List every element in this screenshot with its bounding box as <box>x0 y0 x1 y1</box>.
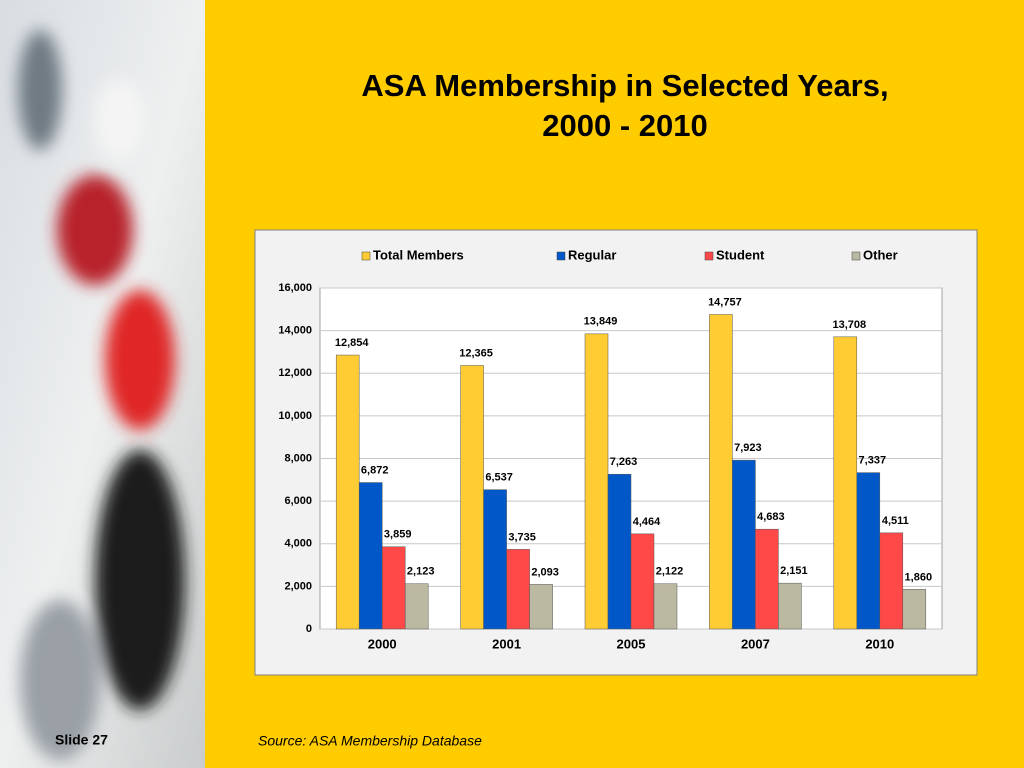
data-label: 2,122 <box>656 566 684 578</box>
data-label: 3,859 <box>384 529 412 541</box>
legend-swatch <box>556 251 566 261</box>
bar <box>833 336 858 630</box>
bar <box>381 546 406 630</box>
data-label: 3,735 <box>508 531 536 543</box>
data-label: 13,708 <box>832 319 866 331</box>
y-tick-label: 10,000 <box>278 410 312 422</box>
bar <box>902 589 927 630</box>
data-label: 14,757 <box>708 296 742 308</box>
y-tick-label: 14,000 <box>278 325 312 337</box>
y-tick-label: 8,000 <box>284 452 312 464</box>
source-note: Source: ASA Membership Database <box>258 733 482 749</box>
data-label: 4,464 <box>633 516 661 528</box>
bar <box>358 482 383 630</box>
data-label: 7,263 <box>610 456 638 468</box>
data-label: 6,872 <box>361 464 389 476</box>
data-label: 7,337 <box>859 455 887 467</box>
bar <box>529 584 553 630</box>
x-tick-label: 2000 <box>368 636 397 651</box>
y-tick-label: 6,000 <box>284 495 312 507</box>
bar <box>879 532 904 630</box>
legend-swatch <box>361 251 371 261</box>
legend-label: Other <box>863 247 898 262</box>
title-line: ASA Membership in Selected Years, <box>361 68 888 103</box>
data-label: 7,923 <box>734 442 762 454</box>
bar <box>653 583 678 630</box>
title-line: 2000 - 2010 <box>542 108 707 143</box>
data-label: 13,849 <box>584 316 618 328</box>
bar <box>778 582 802 630</box>
x-tick-label: 2001 <box>492 636 521 651</box>
data-label: 2,093 <box>531 566 559 578</box>
photo-strip <box>0 0 205 768</box>
data-label: 2,123 <box>407 566 435 578</box>
data-label: 4,511 <box>882 515 909 527</box>
y-tick-label: 0 <box>306 623 312 635</box>
bar <box>483 489 507 630</box>
legend-label: Total Members <box>373 247 464 262</box>
legend-label: Student <box>716 247 765 262</box>
legend-label: Regular <box>568 247 616 262</box>
bar <box>506 549 530 630</box>
bar <box>335 354 360 630</box>
bar <box>607 473 632 630</box>
bar <box>460 365 484 630</box>
data-label: 1,860 <box>905 571 933 583</box>
slide-number: Slide 27 <box>55 732 108 748</box>
y-tick-label: 16,000 <box>278 282 312 294</box>
bar <box>404 583 429 630</box>
bar <box>709 314 733 630</box>
data-label: 12,854 <box>335 337 370 349</box>
bar <box>732 459 756 630</box>
bar <box>856 472 881 630</box>
y-tick-label: 2,000 <box>284 580 312 592</box>
chart: 0 2,000 4,000 6,000 8,000 10,000 12,000 14,000 1… <box>278 247 942 651</box>
y-tick-label: 4,000 <box>284 538 312 550</box>
bar <box>584 333 609 630</box>
x-tick-label: 2007 <box>741 636 770 651</box>
bar <box>755 528 779 630</box>
legend-swatch <box>851 251 861 261</box>
x-tick-label: 2010 <box>865 636 894 651</box>
x-tick-label: 2005 <box>617 636 646 651</box>
data-label: 12,365 <box>459 347 493 359</box>
data-label: 6,537 <box>485 472 513 484</box>
data-label: 4,683 <box>757 511 785 523</box>
y-tick-label: 12,000 <box>278 367 312 379</box>
bar <box>630 533 655 630</box>
data-label: 2,151 <box>780 565 808 577</box>
legend-swatch <box>704 251 714 261</box>
